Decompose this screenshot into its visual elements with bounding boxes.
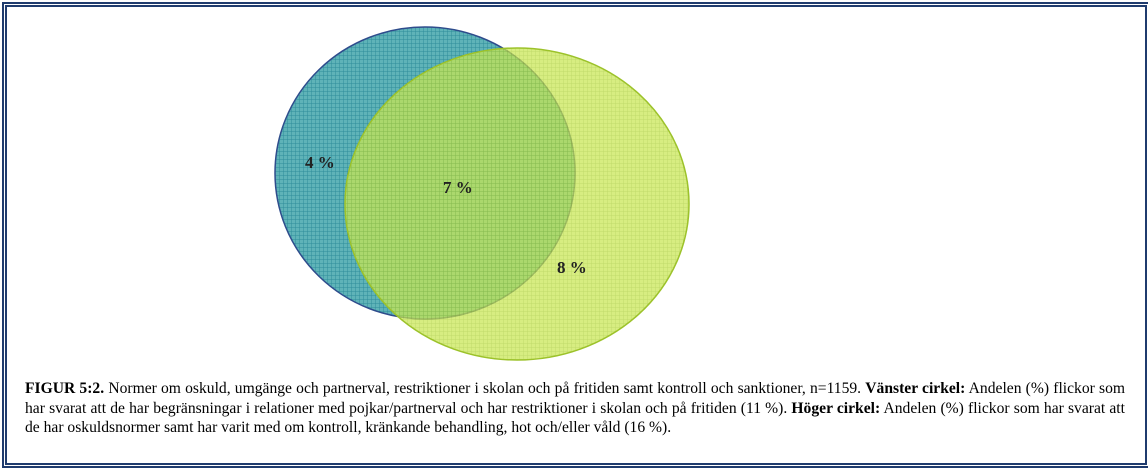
region-label: 7 % <box>443 178 473 197</box>
right-circle <box>344 47 690 361</box>
caption-text: Normer om oskuld, umgänge och partnerval… <box>108 380 862 397</box>
figure-label: FIGUR 5:2. <box>25 380 105 397</box>
right-text: Andelen (%) flickor som har svarat att d… <box>25 399 1125 437</box>
venn-diagram: 4 % 7 % 8 % <box>274 26 690 361</box>
caption: FIGUR 5:2. Normer om oskuld, umgänge och… <box>25 379 1125 438</box>
right-heading: Höger cirkel: <box>791 399 881 417</box>
region-label: 8 % <box>557 258 587 277</box>
left-heading: Vänster cirkel: <box>865 380 966 397</box>
left-text: Andelen (%) flickor som har svarat att d… <box>25 380 1125 417</box>
region-label: 4 % <box>305 153 335 172</box>
